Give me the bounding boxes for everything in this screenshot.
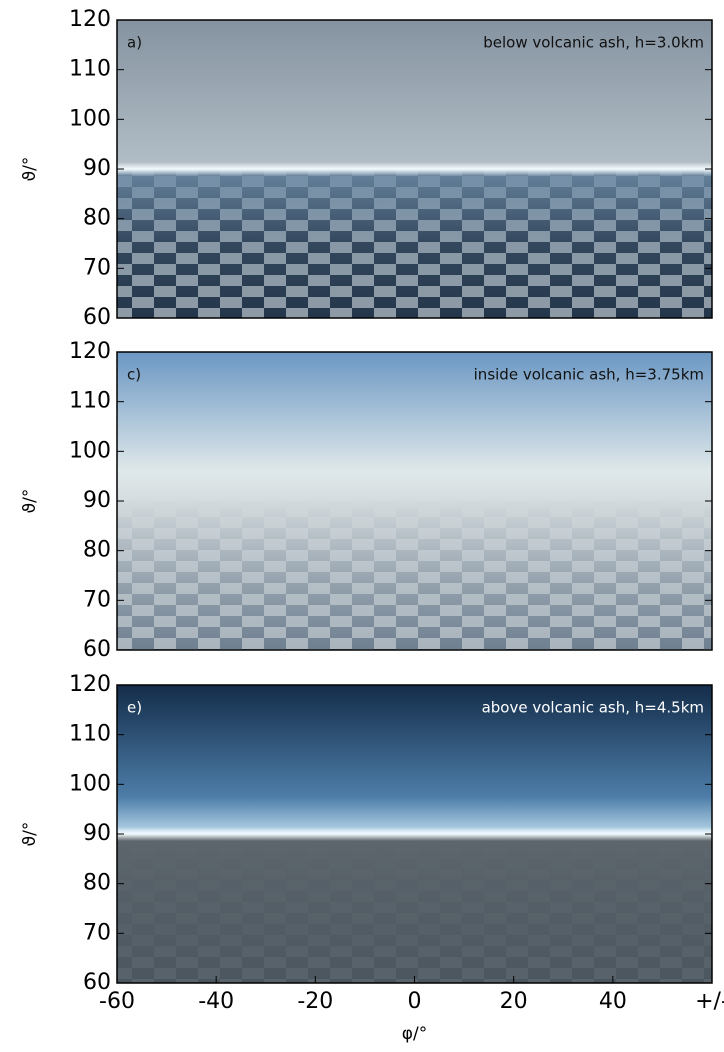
y-tick-label: 80 <box>83 206 111 231</box>
x-tick-label: +/- <box>695 989 724 1014</box>
horizon <box>117 827 712 841</box>
panel-label: a) <box>127 34 142 52</box>
y-tick-label: 70 <box>83 920 111 945</box>
haze <box>117 501 712 650</box>
haze <box>117 834 712 983</box>
panel-label: c) <box>127 366 141 384</box>
x-axis-label: φ/° <box>402 1024 427 1044</box>
y-tick-label: 120 <box>69 339 111 364</box>
y-tick-label: 110 <box>69 722 111 747</box>
panel-label: e) <box>127 699 142 717</box>
y-tick-label: 110 <box>69 389 111 414</box>
y-tick-label: 70 <box>83 587 111 612</box>
figure: 60 70 80 90 100 110 120 ϑ/° a) below volcanic ash… <box>0 0 724 1052</box>
y-tick-label: 100 <box>69 771 111 796</box>
y-tick-label: 60 <box>83 305 111 330</box>
x-tick-label: -20 <box>297 989 333 1014</box>
y-tick-label: 90 <box>83 821 111 846</box>
x-tick-label: 40 <box>599 989 627 1014</box>
panel-title: above volcanic ash, h=4.5km <box>482 699 704 717</box>
y-tick-label: 70 <box>83 255 111 280</box>
y-axis-label: ϑ/° <box>20 489 40 514</box>
x-tick-label: -40 <box>198 989 234 1014</box>
panel-title: below volcanic ash, h=3.0km <box>483 34 704 52</box>
panel-title: inside volcanic ash, h=3.75km <box>474 366 704 384</box>
y-tick-label: 110 <box>69 57 111 82</box>
y-tick-label: 80 <box>83 538 111 563</box>
y-tick-label: 90 <box>83 488 111 513</box>
y-tick-label: 80 <box>83 871 111 896</box>
x-tick-label: 20 <box>500 989 528 1014</box>
horizon <box>117 162 712 176</box>
y-tick-label: 120 <box>69 7 111 32</box>
x-tick-label: 0 <box>408 989 422 1014</box>
y-tick-label: 120 <box>69 672 111 697</box>
y-tick-label: 60 <box>83 637 111 662</box>
y-tick-label: 100 <box>69 438 111 463</box>
y-tick-label: 100 <box>69 106 111 131</box>
y-axis-label: ϑ/° <box>20 822 40 847</box>
y-axis-label: ϑ/° <box>20 157 40 182</box>
y-tick-label: 90 <box>83 156 111 181</box>
haze <box>117 169 712 318</box>
x-tick-label: -60 <box>99 989 135 1014</box>
